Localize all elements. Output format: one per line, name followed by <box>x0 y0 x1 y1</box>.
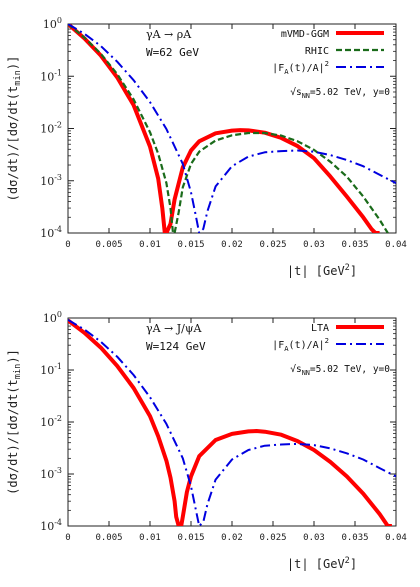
y-tick-label: 10-3 <box>40 466 62 481</box>
energy-label: W=62 GeV <box>146 46 199 59</box>
x-tick-label: 0.01 <box>139 240 161 250</box>
x-tick-label: 0 <box>65 240 70 250</box>
y-tick-label: 10-2 <box>40 414 62 429</box>
y-tick-label: 10-1 <box>40 362 62 377</box>
series-line-1 <box>68 318 392 526</box>
legend-label: |FA(t)/A|2 <box>272 336 329 353</box>
conditions-label: √sNN=5.02 TeV, y=0 <box>290 87 390 100</box>
y-axis-title: (dσ/dt)/[dσ/dt(tmin)] <box>6 349 23 495</box>
x-tick-label: 0.015 <box>177 533 204 543</box>
plot-frame <box>67 317 397 527</box>
series-line-3 <box>68 24 396 233</box>
x-tick-label: 0.02 <box>221 533 243 543</box>
process-label: γA → J/ψA <box>146 322 202 335</box>
y-tick-label: 10-3 <box>40 173 62 188</box>
x-tick-label: 0.035 <box>341 533 368 543</box>
plot-frame <box>67 23 397 234</box>
x-tick-label: 0 <box>65 533 70 543</box>
x-axis-title: |t| [GeV2] <box>287 263 357 278</box>
series-line-2 <box>68 319 396 526</box>
x-axis-title: |t| [GeV2] <box>287 556 357 571</box>
process-label: γA → ρA <box>146 28 192 41</box>
x-tick-label: 0.03 <box>303 240 325 250</box>
conditions-label: √sNN=5.02 TeV, y=0 <box>290 364 390 377</box>
series-group <box>68 318 396 526</box>
series-group <box>68 24 396 233</box>
x-tick-label: 0.04 <box>385 533 407 543</box>
x-tick-label: 0.03 <box>303 533 325 543</box>
y-tick-label: 100 <box>43 310 62 325</box>
legend-label: |FA(t)/A|2 <box>272 59 329 76</box>
x-tick-label: 0.025 <box>259 533 286 543</box>
x-tick-label: 0.035 <box>341 240 368 250</box>
y-tick-label: 10-4 <box>40 518 62 533</box>
x-tick-label: 0.04 <box>385 240 407 250</box>
legend-label: LTA <box>311 323 329 334</box>
y-tick-label: 100 <box>43 16 62 31</box>
y-tick-label: 10-1 <box>40 68 62 83</box>
x-tick-label: 0.005 <box>95 533 122 543</box>
x-tick-label: 0.01 <box>139 533 161 543</box>
y-tick-label: 10-2 <box>40 121 62 136</box>
y-axis-title: (dσ/dt)/[dσ/dt(tmin)] <box>6 56 23 202</box>
chart-panel-2: 0 0.005 0.01 0.015 0.02 0.025 0.03 0.035 0.04 100… <box>6 310 407 571</box>
y-tick-label: 10-4 <box>40 225 62 240</box>
series-line-2 <box>68 24 389 233</box>
x-tick-label: 0.025 <box>259 240 286 250</box>
energy-label: W=124 GeV <box>146 340 206 353</box>
legend-label: mVMD-GGM <box>281 29 329 40</box>
x-tick-label: 0.015 <box>177 240 204 250</box>
x-tick-label: 0.005 <box>95 240 122 250</box>
legend-label: RHIC <box>305 46 329 57</box>
x-tick-label: 0.02 <box>221 240 243 250</box>
series-line-1 <box>68 24 380 233</box>
chart-panel-1: 0 0.005 0.01 0.015 0.02 0.025 0.03 0.035 0.04 100… <box>6 16 407 278</box>
